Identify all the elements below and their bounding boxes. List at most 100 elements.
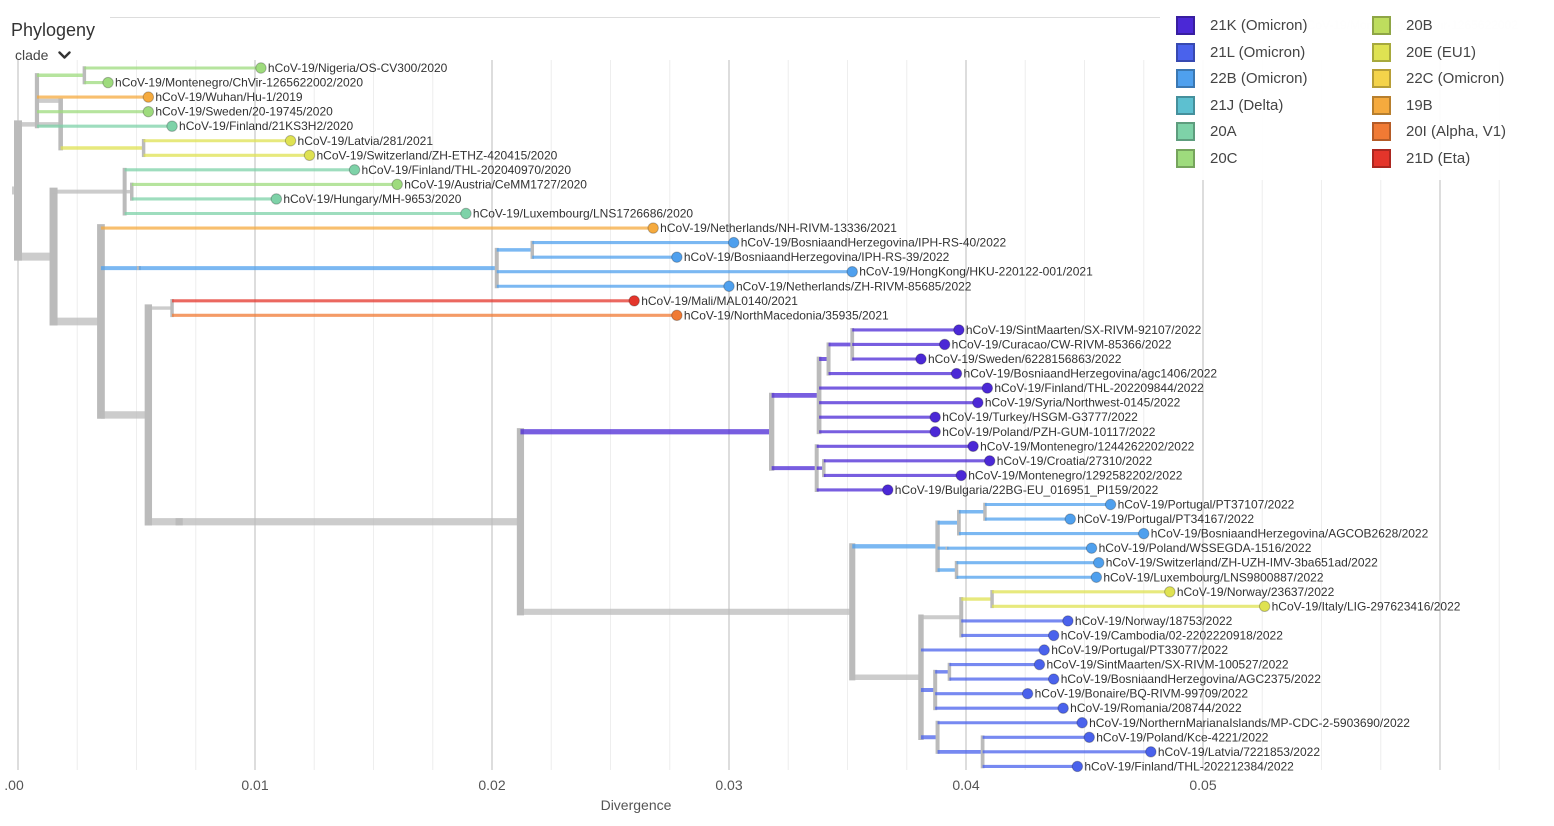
tip-marker[interactable] xyxy=(1021,687,1034,700)
tip-marker[interactable] xyxy=(1085,542,1098,554)
tip-node[interactable]: hCoV-19/Portugal/PT34167/2022 xyxy=(1064,512,1254,526)
legend-item[interactable]: 20I (Alpha, V1) xyxy=(1372,122,1506,141)
tip-marker[interactable] xyxy=(348,164,361,176)
tip-marker[interactable] xyxy=(142,105,155,118)
tip-marker[interactable] xyxy=(460,207,472,220)
tip-node[interactable]: hCoV-19/Montenegro/1244262202/2022 xyxy=(967,439,1195,453)
tip-marker[interactable] xyxy=(929,411,941,423)
tip-node[interactable]: hCoV-19/NorthMacedonia/35935/2021 xyxy=(671,308,889,322)
tip-marker[interactable] xyxy=(953,324,965,336)
tip-node[interactable]: hCoV-19/Sweden/20-19745/2020 xyxy=(142,105,333,119)
legend-item[interactable]: 21J (Delta) xyxy=(1176,95,1283,115)
tip-marker[interactable] xyxy=(882,484,894,496)
tip-marker[interactable] xyxy=(1090,571,1103,583)
tip-marker[interactable] xyxy=(1083,731,1095,743)
tip-marker[interactable] xyxy=(929,426,941,438)
tip-node[interactable]: hCoV-19/HongKong/HKU-220122-001/2021 xyxy=(846,265,1093,279)
legend-item[interactable]: 20B xyxy=(1372,16,1433,35)
tree-tips[interactable]: hCoV-19/Nigeria/OS-CV300/2020hCoV-19/Mon… xyxy=(102,61,1461,773)
tip-node[interactable]: hCoV-19/Wuhan/Hu-1/2019 xyxy=(142,90,303,104)
tip-marker[interactable] xyxy=(270,193,283,205)
tip-node[interactable]: hCoV-19/Montenegro/1292582202/2022 xyxy=(955,468,1183,482)
tip-marker[interactable] xyxy=(391,178,403,191)
tip-marker[interactable] xyxy=(1138,527,1150,540)
tip-node[interactable]: hCoV-19/Croatia/27310/2022 xyxy=(984,454,1153,468)
tip-marker[interactable] xyxy=(1093,557,1105,569)
tip-marker[interactable] xyxy=(166,120,178,132)
tip-marker[interactable] xyxy=(671,251,683,263)
tip-node[interactable]: hCoV-19/Portugal/PT37107/2022 xyxy=(1104,498,1295,512)
tip-marker[interactable] xyxy=(1047,629,1060,642)
tip-node[interactable]: hCoV-19/Latvia/281/2021 xyxy=(284,134,433,148)
tip-marker[interactable] xyxy=(671,309,683,322)
tip-node[interactable]: hCoV-19/Syria/Northwest-0145/2022 xyxy=(972,396,1181,410)
tip-node[interactable]: hCoV-19/SintMaarten/SX-RIVM-100527/2022 xyxy=(1033,658,1289,672)
tip-node[interactable]: hCoV-19/Netherlands/NH-RIVM-13336/2021 xyxy=(647,221,897,235)
tip-node[interactable]: hCoV-19/Finland/THL-202212384/2022 xyxy=(1071,759,1294,773)
tip-node[interactable]: hCoV-19/Netherlands/ZH-RIVM-85685/2022 xyxy=(723,279,972,293)
legend-item[interactable]: 22B (Omicron) xyxy=(1176,69,1308,88)
tip-marker[interactable] xyxy=(1064,513,1076,525)
tip-marker[interactable] xyxy=(1145,746,1157,758)
tip-marker[interactable] xyxy=(647,222,659,234)
tip-marker[interactable] xyxy=(950,367,963,380)
tip-marker[interactable] xyxy=(628,295,640,307)
tip-node[interactable]: hCoV-19/Curacao/CW-RIVM-85366/2022 xyxy=(938,337,1172,351)
tip-node[interactable]: hCoV-19/BosniaandHerzegovina/AGCOB2628/2… xyxy=(1138,527,1429,541)
tip-marker[interactable] xyxy=(846,266,858,278)
tip-marker[interactable] xyxy=(938,338,951,351)
tip-node[interactable]: hCoV-19/BosniaandHerzegovina/AGC2375/202… xyxy=(1047,672,1321,686)
tip-node[interactable]: hCoV-19/Romania/208744/2022 xyxy=(1057,701,1242,715)
tip-marker[interactable] xyxy=(255,62,267,74)
tip-node[interactable]: hCoV-19/BosniaandHerzegovina/IPH-RS-40/2… xyxy=(728,236,1007,250)
tip-node[interactable]: hCoV-19/Austria/CeMM1727/2020 xyxy=(391,177,587,191)
tip-marker[interactable] xyxy=(1258,600,1271,613)
tip-node[interactable]: hCoV-19/Finland/THL-202209844/2022 xyxy=(981,381,1204,395)
tip-marker[interactable] xyxy=(102,76,114,89)
tip-node[interactable]: hCoV-19/Sweden/6228156863/2022 xyxy=(915,352,1122,366)
tip-node[interactable]: hCoV-19/Bulgaria/22BG-EU_016951_PI159/20… xyxy=(882,483,1159,497)
tip-node[interactable]: hCoV-19/Montenegro/ChVir-1265622002/2020 xyxy=(102,76,363,90)
legend-item[interactable]: 20C xyxy=(1176,148,1238,168)
tip-marker[interactable] xyxy=(303,149,316,162)
legend-item[interactable]: 21K (Omicron) xyxy=(1176,16,1308,35)
tip-node[interactable]: hCoV-19/Luxembourg/LNS9800887/2022 xyxy=(1090,570,1324,584)
tip-marker[interactable] xyxy=(284,135,297,147)
tip-marker[interactable] xyxy=(1164,586,1176,598)
tip-node[interactable]: hCoV-19/Switzerland/ZH-ETHZ-420415/2020 xyxy=(303,148,558,162)
tip-node[interactable]: hCoV-19/BosniaandHerzegovina/agc1406/202… xyxy=(950,367,1217,381)
color-by-dropdown[interactable]: clade xyxy=(15,47,72,63)
tip-marker[interactable] xyxy=(981,382,994,394)
tip-marker[interactable] xyxy=(955,469,967,482)
tip-node[interactable]: hCoV-19/Norway/18753/2022 xyxy=(1062,614,1233,628)
tip-node[interactable]: hCoV-19/Finland/21KS3H2/2020 xyxy=(166,119,354,133)
tip-marker[interactable] xyxy=(142,91,155,103)
tip-marker[interactable] xyxy=(915,353,927,365)
tip-marker[interactable] xyxy=(1038,644,1050,656)
tip-node[interactable]: hCoV-19/Switzerland/ZH-UZH-IMV-3ba651ad/… xyxy=(1093,556,1379,570)
tip-marker[interactable] xyxy=(1057,702,1069,714)
tip-node[interactable]: hCoV-19/Nigeria/OS-CV300/2020 xyxy=(255,61,448,75)
tip-node[interactable]: hCoV-19/SintMaarten/SX-RIVM-92107/2022 xyxy=(953,323,1202,337)
legend-item[interactable]: 21L (Omicron) xyxy=(1176,42,1305,62)
tip-node[interactable]: hCoV-19/NorthernMarianaIslands/MP-CDC-2-… xyxy=(1076,716,1410,730)
tip-marker[interactable] xyxy=(1104,498,1117,511)
tip-node[interactable]: hCoV-19/Poland/PZH-GUM-10117/2022 xyxy=(929,425,1156,439)
legend-item[interactable]: 21D (Eta) xyxy=(1372,148,1470,168)
tip-marker[interactable] xyxy=(1033,658,1046,671)
tip-marker[interactable] xyxy=(1071,760,1084,773)
tip-node[interactable]: hCoV-19/BosniaandHerzegovina/IPH-RS-39/2… xyxy=(671,250,950,264)
tip-node[interactable]: hCoV-19/Luxembourg/LNS1726686/2020 xyxy=(460,207,694,221)
tip-node[interactable]: hCoV-19/Poland/Kce-4221/2022 xyxy=(1083,730,1269,744)
tip-node[interactable]: hCoV-19/Latvia/7221853/2022 xyxy=(1145,745,1321,759)
tip-node[interactable]: hCoV-19/Bonaire/BQ-RIVM-99709/2022 xyxy=(1021,687,1248,701)
tip-marker[interactable] xyxy=(1047,673,1060,685)
tip-marker[interactable] xyxy=(1076,717,1088,729)
tip-node[interactable]: hCoV-19/Portugal/PT33077/2022 xyxy=(1038,643,1228,657)
tip-marker[interactable] xyxy=(967,440,979,452)
legend-item[interactable]: 20A xyxy=(1176,122,1237,141)
tip-node[interactable]: hCoV-19/Norway/23637/2022 xyxy=(1164,585,1335,599)
tip-node[interactable]: hCoV-19/Poland/WSSEGDA-1516/2022 xyxy=(1085,541,1312,555)
legend-item[interactable]: 22C (Omicron) xyxy=(1372,69,1504,88)
tip-node[interactable]: hCoV-19/Hungary/MH-9653/2020 xyxy=(270,192,462,206)
